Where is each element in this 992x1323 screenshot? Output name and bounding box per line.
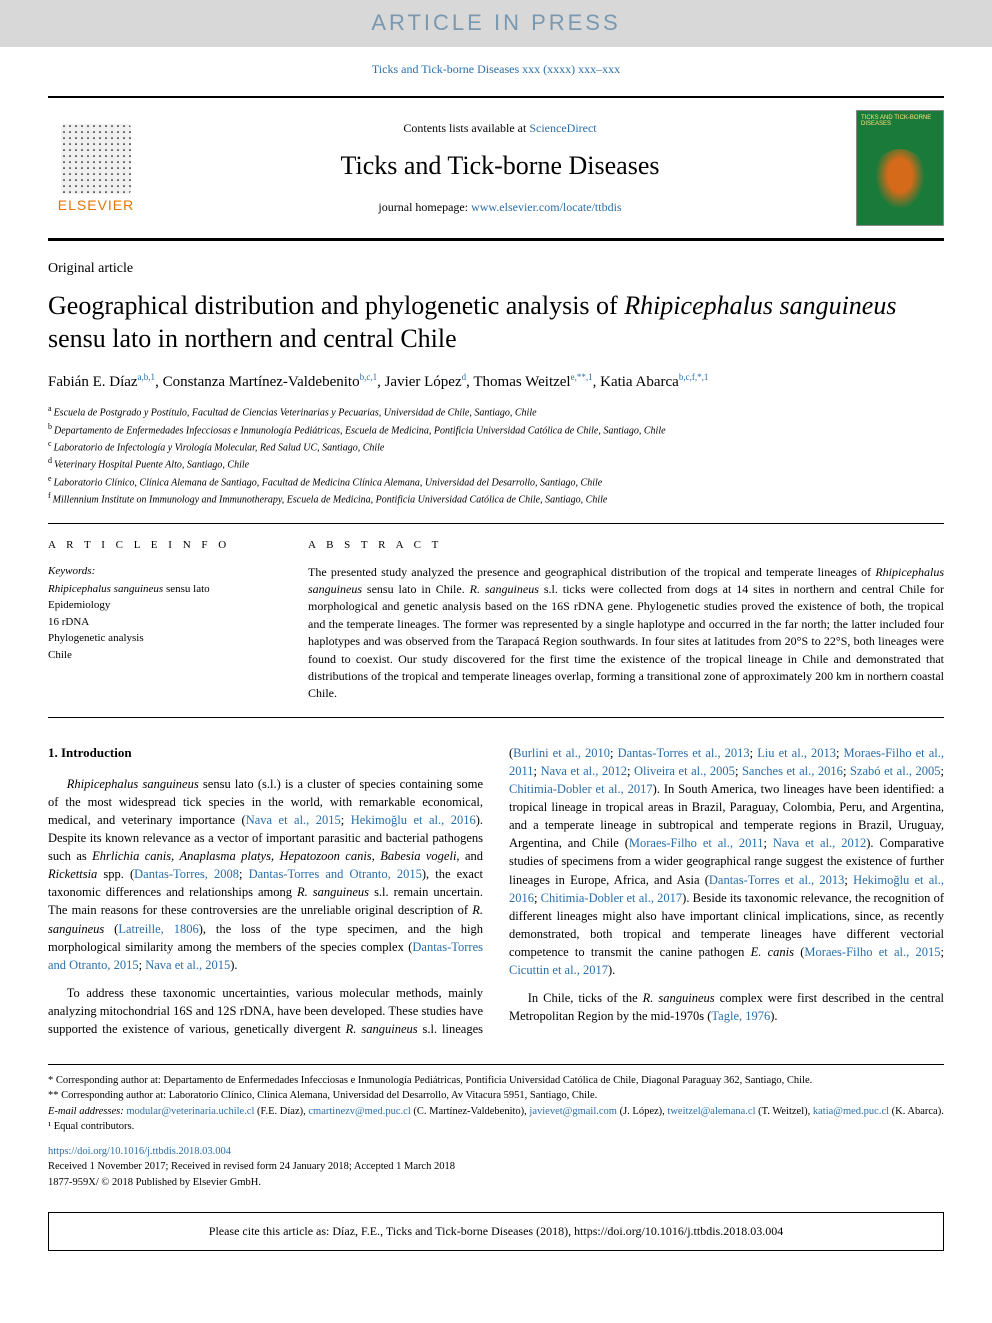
citation-link[interactable]: Nava et al., 2015 — [145, 958, 230, 972]
corresponding-author-2: ** Corresponding author at: Laboratorio … — [48, 1088, 944, 1103]
journal-name: Ticks and Tick-borne Diseases — [144, 148, 856, 184]
citation-link[interactable]: Moraes-Filho et al., 2011 — [629, 836, 764, 850]
citation-link[interactable]: Nava et al., 2015 — [246, 813, 341, 827]
author-affil-link[interactable]: d — [462, 372, 467, 382]
citation-link[interactable]: Latreille, 1806 — [118, 922, 198, 936]
footnotes-block: * Corresponding author at: Departamento … — [48, 1064, 944, 1134]
author: Katia Abarcab,c,f,*,1 — [600, 374, 708, 390]
citation-link[interactable]: Dantas-Torres et al., 2013 — [709, 873, 845, 887]
email-addresses: E-mail addresses: modular@veterinaria.uc… — [48, 1104, 944, 1119]
affiliation: aEscuela de Postgrado y Postítulo, Facul… — [48, 403, 944, 420]
homepage-line: journal homepage: www.elsevier.com/locat… — [144, 199, 856, 216]
title-part-2: sensu lato in northern and central Chile — [48, 324, 457, 353]
citation-link[interactable]: Oliveira et al., 2005 — [634, 764, 735, 778]
divider — [48, 523, 944, 524]
article-in-press-banner: ARTICLE IN PRESS — [0, 0, 992, 47]
received-dates: Received 1 November 2017; Received in re… — [48, 1161, 455, 1172]
please-cite-box: Please cite this article as: Díaz, F.E.,… — [48, 1212, 944, 1251]
cover-art-icon — [871, 149, 929, 215]
article-info-label: A R T I C L E I N F O — [48, 538, 278, 553]
cover-title: TICKS AND TICK-BORNE DISEASES — [861, 115, 939, 128]
abstract-block: A B S T R A C T The presented study anal… — [308, 538, 944, 703]
divider — [48, 717, 944, 718]
citation-link[interactable]: Chitimia-Dobler et al., 2017 — [541, 891, 683, 905]
email-label: E-mail addresses: — [48, 1106, 126, 1117]
homepage-prefix: journal homepage: — [378, 200, 471, 214]
author-list: Fabián E. Díaza,b,1, Constanza Martínez-… — [48, 371, 944, 393]
issn-copyright: 1877-959X/ © 2018 Published by Elsevier … — [48, 1177, 261, 1188]
keyword: 16 rDNA — [48, 614, 278, 631]
citation-link[interactable]: Sanches et al., 2016 — [742, 764, 843, 778]
citation-link[interactable]: Nava et al., 2012 — [773, 836, 866, 850]
citation-link[interactable]: Tagle, 1976 — [711, 1009, 770, 1023]
running-citation: Ticks and Tick-borne Diseases xxx (xxxx)… — [48, 61, 944, 78]
email-link[interactable]: modular@veterinaria.uchile.cl — [126, 1106, 254, 1117]
abstract-label: A B S T R A C T — [308, 538, 944, 553]
abstract-text: The presented study analyzed the presenc… — [308, 564, 944, 703]
doi-link[interactable]: https://doi.org/10.1016/j.ttbdis.2018.03… — [48, 1146, 231, 1157]
citation-link[interactable]: Hekimoğlu et al., 2016 — [351, 813, 476, 827]
journal-homepage-link[interactable]: www.elsevier.com/locate/ttbdis — [471, 200, 622, 214]
author: Constanza Martínez-Valdebenitob,c,1 — [163, 374, 378, 390]
article-info-block: A R T I C L E I N F O Keywords: Rhipicep… — [48, 538, 278, 703]
citation-link[interactable]: Szabó et al., 2005 — [850, 764, 941, 778]
elsevier-tree-icon — [61, 124, 131, 194]
body-columns: 1. Introduction Rhipicephalus sanguineus… — [48, 744, 944, 1039]
article-title: Geographical distribution and phylogenet… — [48, 290, 944, 355]
affiliation: fMillennium Institute on Immunology and … — [48, 490, 944, 507]
author-affil-link[interactable]: a,b,1 — [138, 372, 156, 382]
author-affil-link[interactable]: b,c,f,*,1 — [679, 372, 709, 382]
citation-link[interactable]: Cicuttin et al., 2017 — [509, 963, 608, 977]
elsevier-wordmark: ELSEVIER — [48, 198, 144, 212]
email-link[interactable]: cmartinezv@med.puc.cl — [308, 1106, 410, 1117]
elsevier-logo: ELSEVIER — [48, 124, 144, 212]
affiliation: cLaboratorio de Infectología y Virología… — [48, 438, 944, 455]
section-heading-intro: 1. Introduction — [48, 744, 483, 763]
author-affil-link[interactable]: e,**,1 — [571, 372, 593, 382]
citation-link[interactable]: Burlini et al., 2010 — [513, 746, 610, 760]
citation-link[interactable]: Dantas-Torres et al., 2013 — [618, 746, 750, 760]
author: Javier Lópezd — [385, 374, 467, 390]
contents-line: Contents lists available at ScienceDirec… — [144, 120, 856, 137]
email-link[interactable]: katia@med.puc.cl — [813, 1106, 889, 1117]
article-type: Original article — [48, 259, 944, 279]
citation-link[interactable]: Liu et al., 2013 — [757, 746, 836, 760]
keyword: Rhipicephalus sanguineus sensu lato — [48, 581, 278, 598]
affiliation: dVeterinary Hospital Puente Alto, Santia… — [48, 455, 944, 472]
email-link[interactable]: tweitzel@alemana.cl — [667, 1106, 755, 1117]
author: Thomas Weitzele,**,1 — [473, 374, 592, 390]
journal-cover-thumb: TICKS AND TICK-BORNE DISEASES — [856, 110, 944, 226]
citation-link[interactable]: Dantas-Torres, 2008 — [134, 867, 239, 881]
doi-block: https://doi.org/10.1016/j.ttbdis.2018.03… — [48, 1144, 944, 1190]
keywords-list: Rhipicephalus sanguineus sensu latoEpide… — [48, 581, 278, 664]
journal-header: ELSEVIER Contents lists available at Sci… — [48, 96, 944, 241]
author: Fabián E. Díaza,b,1 — [48, 374, 155, 390]
citation-link[interactable]: Moraes-Filho et al., 2015 — [804, 945, 940, 959]
affiliation: eLaboratorio Clínico, Clínica Alemana de… — [48, 473, 944, 490]
corresponding-author-1: * Corresponding author at: Departamento … — [48, 1073, 944, 1088]
contents-prefix: Contents lists available at — [403, 121, 529, 135]
keyword: Phylogenetic analysis — [48, 630, 278, 647]
citation-link[interactable]: Dantas-Torres and Otranto, 2015 — [249, 867, 422, 881]
affiliation: bDepartamento de Enfermedades Infecciosa… — [48, 421, 944, 438]
title-part-1: Geographical distribution and phylogenet… — [48, 291, 624, 320]
keywords-heading: Keywords: — [48, 564, 278, 579]
citation-link[interactable]: Chitimia-Dobler et al., 2017 — [509, 782, 653, 796]
author-affil-link[interactable]: b,c,1 — [360, 372, 378, 382]
title-italic-1: Rhipicephalus sanguineus — [624, 291, 896, 320]
keyword: Chile — [48, 647, 278, 664]
affiliation-list: aEscuela de Postgrado y Postítulo, Facul… — [48, 403, 944, 507]
intro-paragraph-3: In Chile, ticks of the R. sanguineus com… — [509, 989, 944, 1025]
citation-link[interactable]: Nava et al., 2012 — [541, 764, 627, 778]
equal-contributors-note: ¹ Equal contributors. — [48, 1119, 944, 1134]
sciencedirect-link[interactable]: ScienceDirect — [529, 121, 596, 135]
intro-paragraph-1: Rhipicephalus sanguineus sensu lato (s.l… — [48, 775, 483, 974]
email-link[interactable]: javievet@gmail.com — [529, 1106, 617, 1117]
keyword: Epidemiology — [48, 597, 278, 614]
